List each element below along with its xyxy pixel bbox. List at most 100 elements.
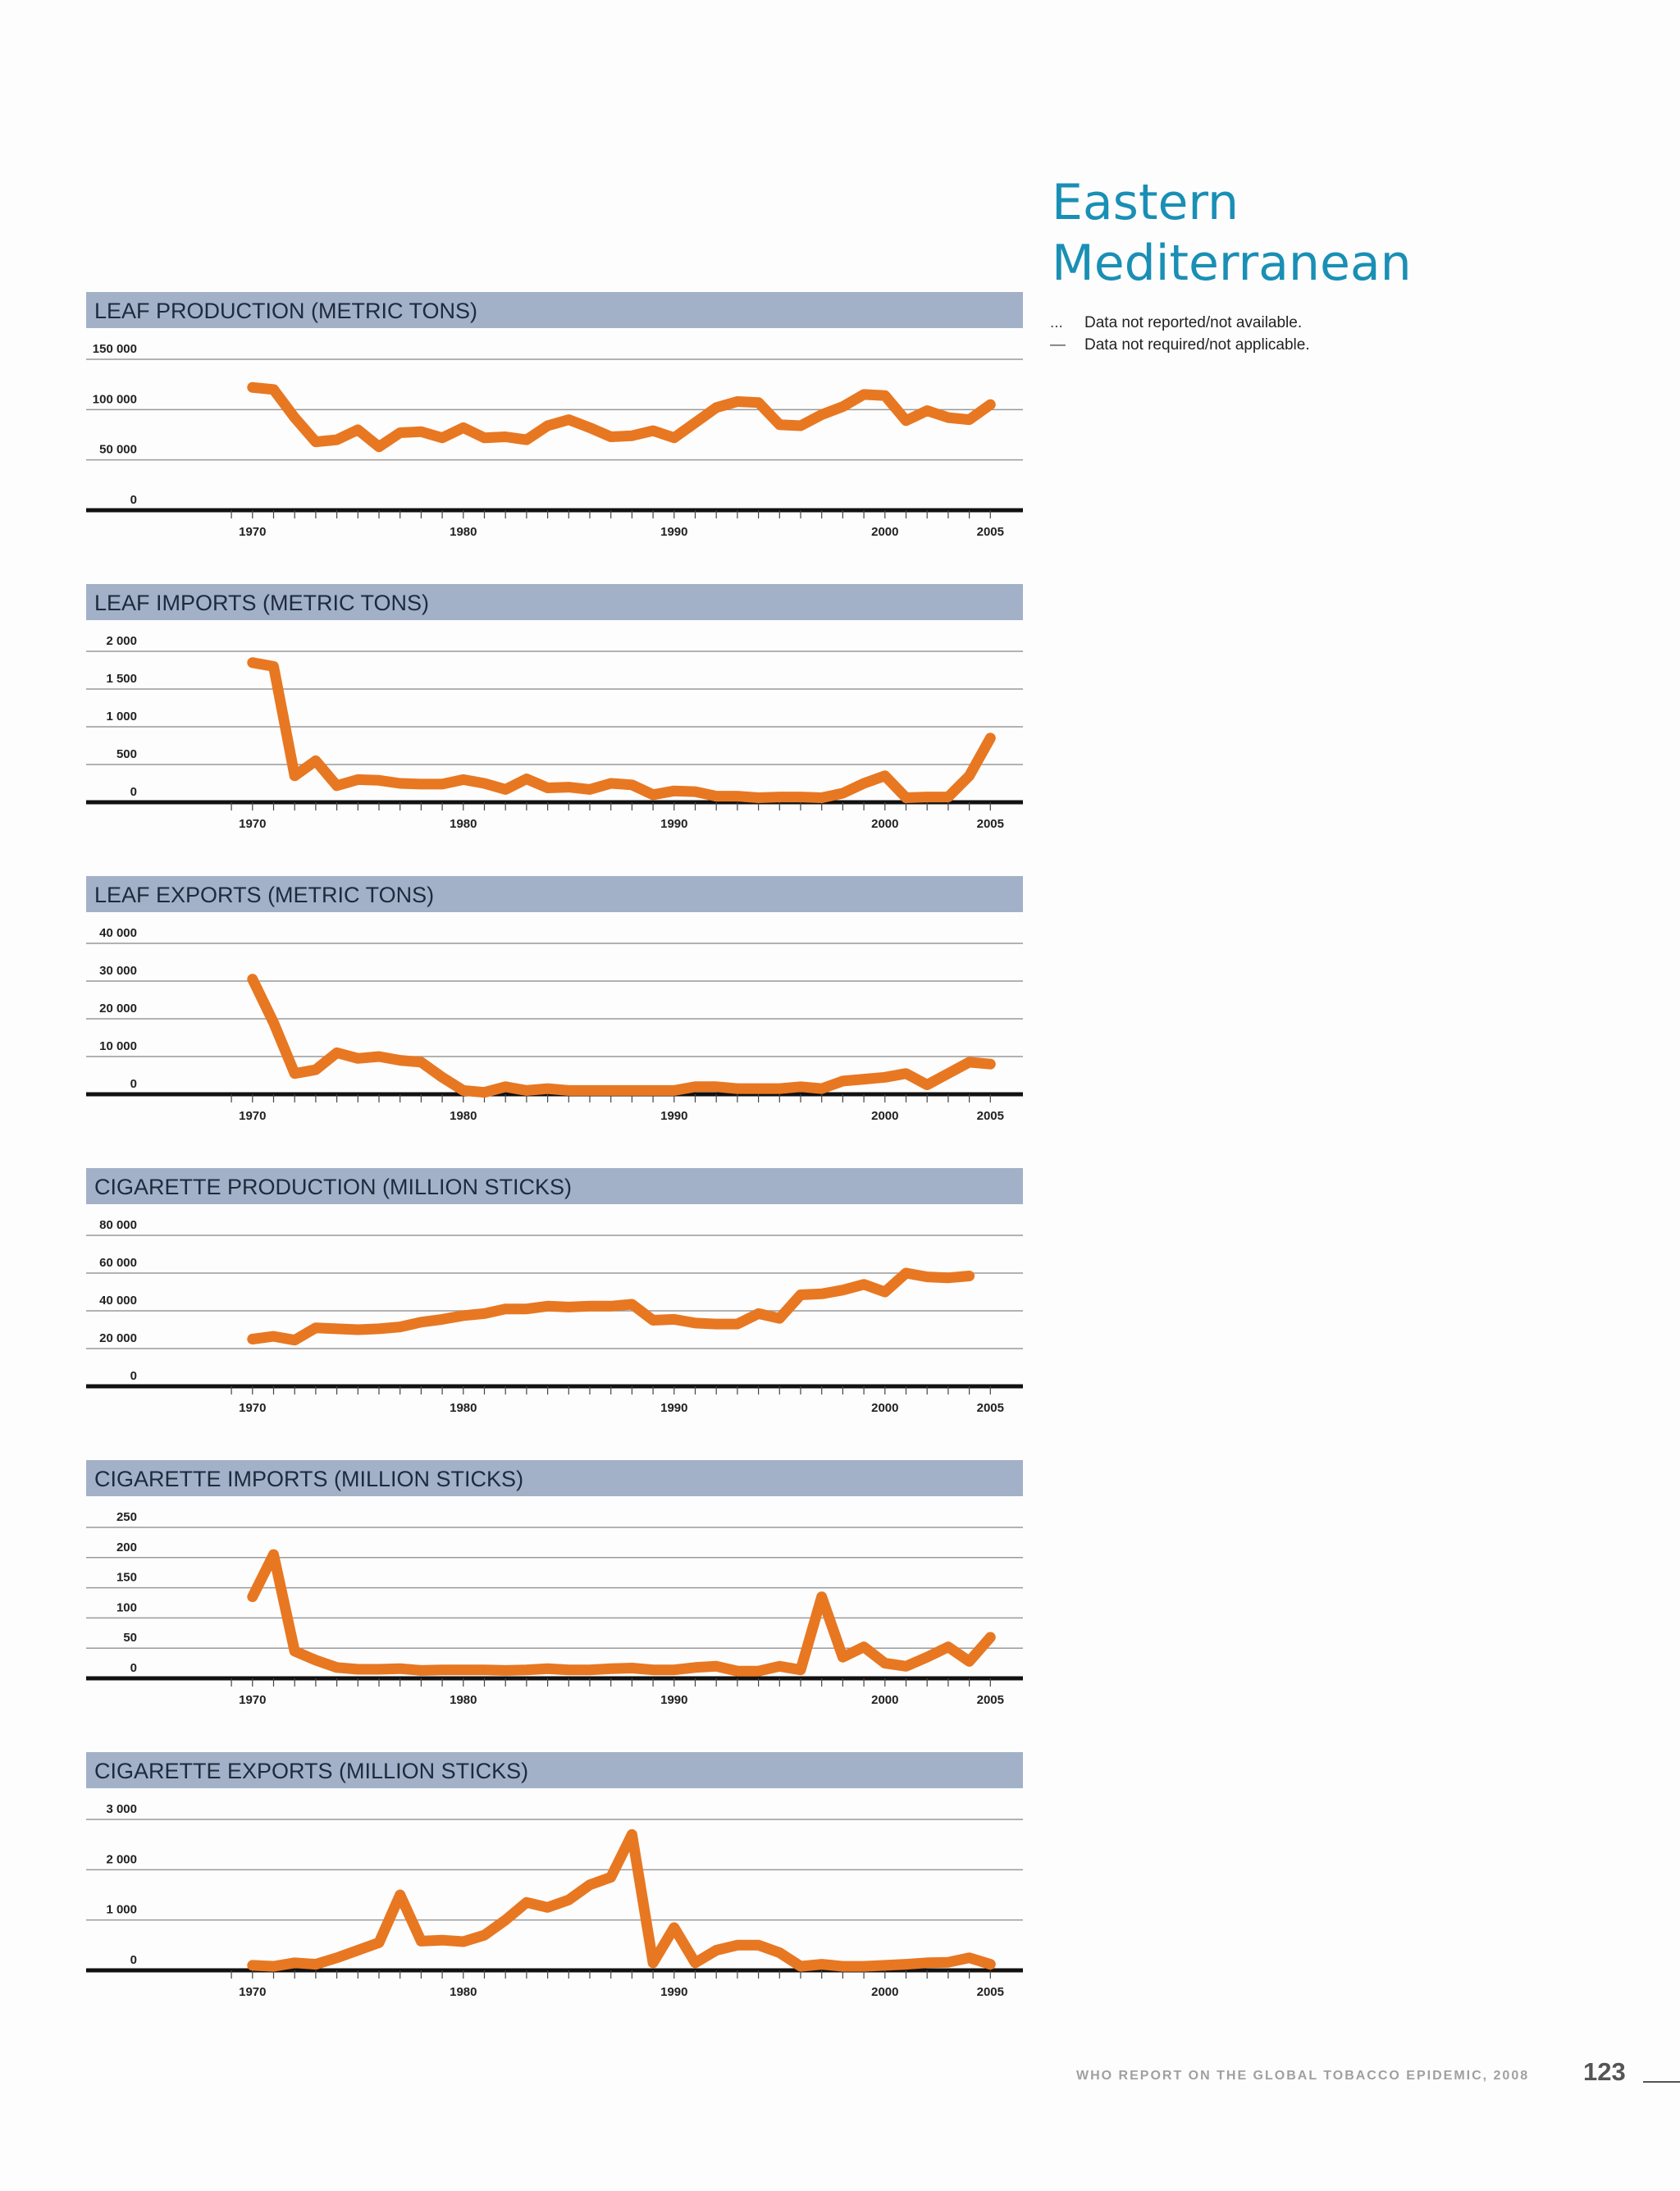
- data-point: [441, 1668, 445, 1672]
- data-point: [672, 436, 676, 440]
- data-point: [419, 430, 423, 434]
- data-point: [504, 1918, 508, 1922]
- data-point: [841, 1655, 845, 1659]
- data-point: [819, 796, 824, 800]
- data-point: [672, 1089, 676, 1093]
- data-point: [819, 1595, 824, 1599]
- y-tick-label: 3 000: [106, 1802, 137, 1816]
- y-tick-label: 20 000: [99, 1331, 137, 1345]
- data-point: [567, 1668, 571, 1672]
- data-point: [588, 1089, 591, 1093]
- data-point: [313, 1658, 317, 1662]
- data-point: [778, 1951, 782, 1955]
- data-point: [313, 1068, 317, 1072]
- data-point: [714, 405, 719, 409]
- y-tick-label: 150 000: [93, 342, 137, 356]
- x-tick-label: 1970: [239, 1985, 266, 1999]
- data-point: [862, 1282, 866, 1286]
- data-point: [609, 1667, 613, 1671]
- data-point: [672, 1668, 676, 1672]
- data-point: [819, 413, 824, 417]
- data-point: [904, 1071, 908, 1075]
- data-point: [377, 1055, 381, 1058]
- data-point: [567, 1898, 571, 1902]
- legend-row-not-required: — Data not required/not applicable.: [1050, 334, 1310, 356]
- data-point: [756, 1312, 760, 1316]
- data-point: [693, 790, 697, 794]
- data-point: [946, 1960, 950, 1965]
- data-point: [841, 1288, 845, 1292]
- data-point: [398, 431, 402, 435]
- data-point: [714, 1322, 719, 1326]
- data-point: [335, 1326, 339, 1331]
- data-point: [356, 1667, 360, 1671]
- data-point: [735, 794, 739, 798]
- data-point: [925, 1960, 929, 1965]
- data-point: [524, 1901, 528, 1905]
- data-point: [609, 782, 613, 785]
- data-point: [293, 1071, 297, 1075]
- data-point: [588, 1304, 591, 1308]
- data-point: [588, 426, 591, 430]
- x-tick-label: 2000: [871, 1109, 898, 1123]
- data-point: [335, 1051, 339, 1055]
- data-point: [672, 1925, 676, 1929]
- data-point: [778, 1317, 782, 1321]
- data-point: [356, 1057, 360, 1061]
- data-point: [588, 787, 591, 792]
- data-point: [398, 1325, 402, 1329]
- data-point: [272, 1020, 276, 1025]
- data-point: [567, 785, 571, 789]
- chart-leaf-production: LEAF PRODUCTION (METRIC TONS) 0 50 000 100…: [86, 292, 1023, 584]
- data-point: [335, 1956, 339, 1960]
- data-point: [293, 1649, 297, 1653]
- series-line: [247, 1549, 996, 1677]
- data-point: [461, 1940, 465, 1944]
- chart-leaf-exports: LEAF EXPORTS (METRIC TONS) 0 10 000 20 000…: [86, 876, 1023, 1168]
- chart-plot: 0 500 1 000 1 500 2 000 1970 1980 1990 2000 2005: [86, 634, 1023, 831]
- data-point: [778, 1664, 782, 1668]
- data-point: [609, 435, 613, 439]
- data-point: [398, 1058, 402, 1062]
- x-tick-label: 2005: [977, 817, 1004, 831]
- region-title: Eastern Mediterranean: [1052, 172, 1544, 294]
- chart-cigarette-imports: CIGARETTE IMPORTS (MILLION STICKS) 0 50 10…: [86, 1460, 1023, 1752]
- x-tick-label: 1980: [450, 525, 477, 539]
- x-tick-label: 1990: [660, 817, 687, 831]
- data-point: [819, 1087, 824, 1091]
- data-point: [946, 1645, 950, 1649]
- data-point: [946, 1071, 950, 1075]
- y-tick-label: 40 000: [99, 926, 137, 940]
- chart-title: CIGARETTE PRODUCTION (MILLION STICKS): [86, 1168, 1023, 1204]
- footer-report-title: WHO REPORT ON THE GLOBAL TOBACCO EPIDEMI…: [1076, 2069, 1530, 2083]
- data-point: [356, 1948, 360, 1952]
- y-tick-label: 60 000: [99, 1256, 137, 1270]
- data-point: [904, 796, 908, 800]
- y-tick-label: 2 000: [106, 634, 137, 648]
- y-tick-label: 80 000: [99, 1218, 137, 1232]
- data-point: [693, 1665, 697, 1669]
- data-point: [272, 1335, 276, 1339]
- y-tick-label: 50: [123, 1631, 137, 1645]
- data-point: [588, 1668, 591, 1672]
- data-point: [567, 1305, 571, 1309]
- x-tick-label: 1970: [239, 1401, 266, 1415]
- data-point: [819, 1962, 824, 1966]
- y-tick-label: 100: [116, 1600, 137, 1614]
- data-point: [672, 1317, 676, 1321]
- data-point: [546, 786, 550, 790]
- data-point: [272, 387, 276, 391]
- data-point: [546, 1087, 550, 1091]
- data-point: [883, 774, 887, 778]
- data-point: [419, 1668, 423, 1673]
- data-point: [819, 1292, 824, 1296]
- x-tick-label: 1990: [660, 1985, 687, 1999]
- series-line: [247, 974, 996, 1098]
- x-tick-label: 2005: [977, 1985, 1004, 1999]
- data-point: [799, 1668, 802, 1672]
- data-point: [504, 1307, 508, 1311]
- data-point: [441, 782, 445, 786]
- data-point: [651, 1668, 655, 1672]
- y-tick-label: 0: [130, 1661, 137, 1675]
- data-point: [546, 1667, 550, 1671]
